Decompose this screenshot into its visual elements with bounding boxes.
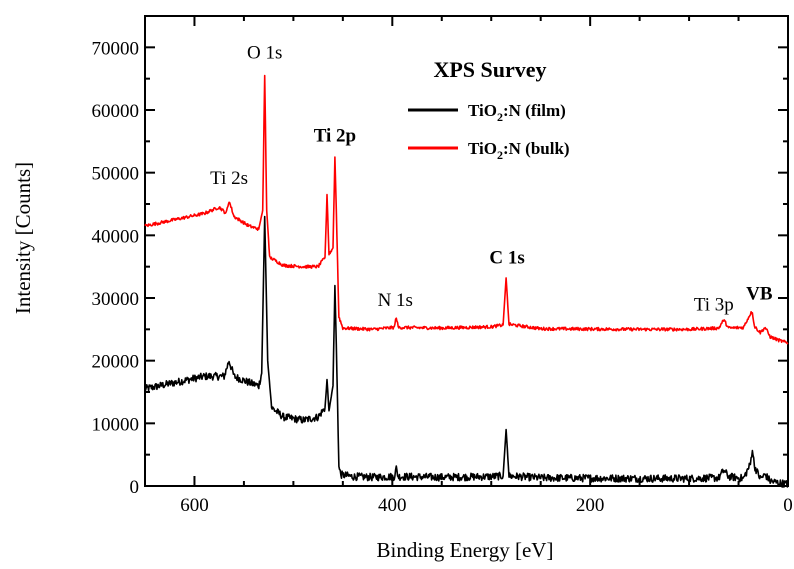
plot-frame xyxy=(144,15,789,487)
axes-frame xyxy=(144,15,789,487)
series-line-film xyxy=(144,215,789,488)
peak-label: Ti 2p xyxy=(314,125,356,146)
y-tick-label: 0 xyxy=(130,477,140,498)
y-tick-label: 10000 xyxy=(92,414,140,435)
peak-annotations: O 1s Ti 2p Ti 2s C 1s N 1s Ti 3p VB xyxy=(210,43,773,316)
y-tick-label: 40000 xyxy=(92,226,140,247)
peak-label: C 1s xyxy=(489,248,524,269)
y-tick-label: 50000 xyxy=(92,164,140,185)
legend: TiO2:N (film) TiO2:N (bulk) xyxy=(408,101,570,162)
y-axis-title: Intensity [Counts] xyxy=(11,162,35,314)
x-tick-label: 400 xyxy=(378,495,407,516)
y-tick-label: 30000 xyxy=(92,289,140,310)
peak-label: O 1s xyxy=(247,43,282,64)
peak-label: Ti 3p xyxy=(694,295,734,316)
x-tick-label: 600 xyxy=(180,495,209,516)
x-axis-title: Binding Energy [eV] xyxy=(377,538,554,562)
y-tick-label: 60000 xyxy=(92,101,140,122)
peak-label: N 1s xyxy=(378,290,413,311)
y-tick-label: 20000 xyxy=(92,352,140,373)
legend-label-film: TiO2:N (film) xyxy=(468,101,566,124)
peak-label: VB xyxy=(746,283,773,304)
y-tick-label: 70000 xyxy=(92,38,140,59)
x-tick-label: 200 xyxy=(576,495,605,516)
peak-label: Ti 2s xyxy=(210,168,248,189)
series-line-bulk xyxy=(144,74,789,345)
x-tick-label: 0 xyxy=(783,495,793,516)
ticks: 600 400 200 0010000200003000040000500006000… xyxy=(92,15,793,516)
legend-label-bulk: TiO2:N (bulk) xyxy=(468,139,570,162)
series-layer xyxy=(144,74,789,488)
chart-title: XPS Survey xyxy=(433,57,546,82)
